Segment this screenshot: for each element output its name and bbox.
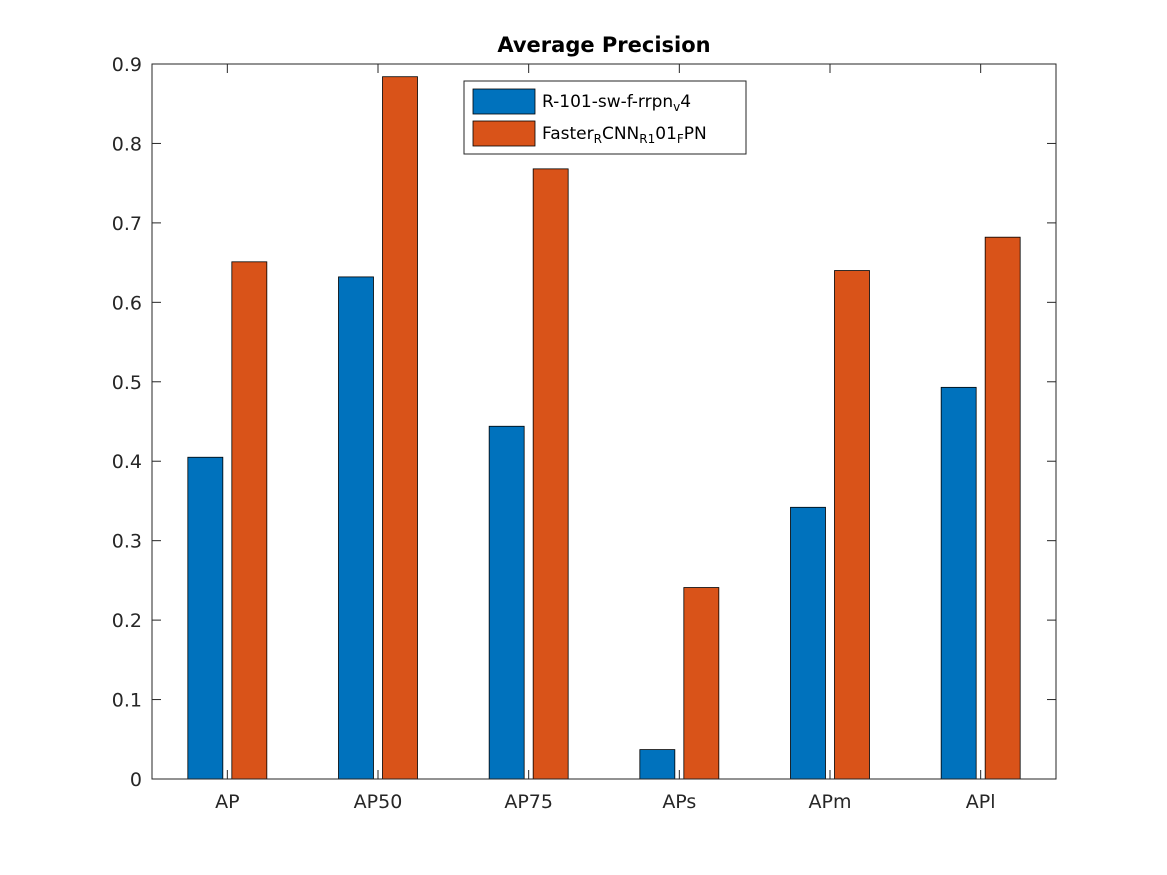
legend-swatch-1 <box>472 88 536 115</box>
bar-series-2-apl <box>984 236 1021 780</box>
x-tick-label: AP <box>215 791 239 813</box>
legend-text-part: Faster <box>542 124 594 144</box>
chart-title: Average Precision <box>497 33 710 57</box>
y-tick-label: 0.9 <box>112 54 142 76</box>
x-tick-label: AP50 <box>354 791 403 813</box>
bar-series-1-apl <box>940 386 977 780</box>
y-tick-label: 0.7 <box>112 213 142 235</box>
axes-box <box>151 63 1057 780</box>
bar-series-1-aps <box>639 749 676 780</box>
bars-group <box>187 76 1021 780</box>
y-tick-label: 0.8 <box>112 133 142 155</box>
legend-label-1: R-101-sw-f-rrpnv4 <box>542 92 691 114</box>
legend-text-part: 4 <box>680 92 691 112</box>
legend-subscript: F <box>677 132 684 146</box>
x-tick-label: APm <box>809 791 852 813</box>
legend-text-part: R-101-sw-f-rrpn <box>542 92 673 112</box>
bar-series-2-ap50 <box>382 76 418 780</box>
bar-series-1-ap75 <box>488 425 525 780</box>
legend-subscript: v <box>673 100 680 114</box>
y-tick-label: 0.3 <box>112 531 142 553</box>
legend: R-101-sw-f-rrpnv4 FasterRCNNR101FPN <box>463 80 747 155</box>
y-tick-label: 0.2 <box>112 610 142 632</box>
plot-area <box>152 64 1056 779</box>
legend-text-part: PN <box>684 124 707 144</box>
x-tick-label: AP75 <box>504 791 553 813</box>
y-tick-label: 0.1 <box>112 690 142 712</box>
x-tick-label: APs <box>662 791 696 813</box>
plot-background <box>152 64 1056 779</box>
bar-series-1-ap50 <box>338 276 374 780</box>
bar-series-2-apm <box>834 270 870 780</box>
y-tick-label: 0.6 <box>112 292 142 314</box>
legend-text-part: CNN <box>602 124 639 144</box>
x-tick-label: APl <box>966 791 996 813</box>
legend-subscript: R1 <box>639 132 655 146</box>
bar-series-2-ap75 <box>532 168 569 780</box>
bar-series-1-ap <box>187 456 224 780</box>
y-tick-label: 0 <box>130 769 142 791</box>
legend-subscript: R <box>594 132 602 146</box>
legend-label-2: FasterRCNNR101FPN <box>542 124 707 146</box>
legend-swatch-2 <box>472 120 536 147</box>
bar-series-1-apm <box>790 506 826 780</box>
y-tick-label: 0.4 <box>112 451 142 473</box>
axes-group: 0 0.1 0.2 0.3 0.4 0.5 0.6 0.7 0.8 0.9 AP AP50 AP75 AP… <box>112 54 1057 813</box>
bar-series-2-aps <box>683 587 720 780</box>
legend-text-part: 01 <box>655 124 677 144</box>
bar-series-2-ap <box>231 261 268 780</box>
y-tick-label: 0.5 <box>112 372 142 394</box>
